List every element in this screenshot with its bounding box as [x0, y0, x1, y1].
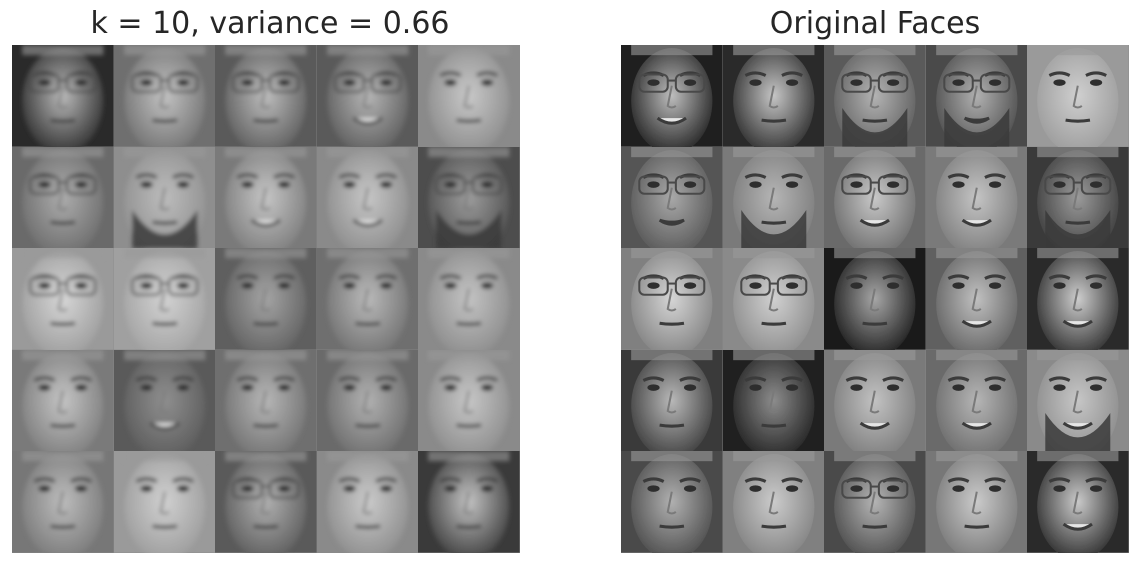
- original-faces-panel: Original Faces: [560, 0, 1139, 564]
- reconstructed-face-25: [418, 451, 520, 553]
- reconstructed-face-10: [418, 146, 520, 249]
- original-face-14: [925, 248, 1028, 350]
- original-face-2: [722, 45, 825, 147]
- original-face-6: [621, 146, 723, 249]
- reconstructed-face-14: [316, 248, 419, 350]
- original-face-22: [722, 451, 825, 553]
- reconstructed-face-9: [316, 146, 419, 249]
- original-face-12: [722, 248, 825, 350]
- reconstructed-face-1: [12, 45, 114, 147]
- reconstructed-face-23: [215, 451, 317, 553]
- reconstructed-face-7: [113, 146, 216, 249]
- reconstructed-panel-title: k = 10, variance = 0.66: [90, 6, 450, 41]
- reconstructed-face-16: [12, 349, 114, 452]
- original-face-21: [621, 451, 723, 553]
- original-face-25: [1027, 451, 1129, 553]
- original-face-16: [621, 349, 723, 452]
- reconstructed-face-17: [113, 349, 216, 452]
- reconstructed-face-5: [418, 45, 520, 147]
- original-face-3: [824, 45, 926, 147]
- original-face-11: [621, 248, 723, 350]
- original-face-7: [722, 146, 825, 249]
- original-face-15: [1027, 248, 1129, 350]
- original-faces-grid: [621, 45, 1129, 553]
- original-face-18: [824, 349, 926, 452]
- original-face-23: [824, 451, 926, 553]
- reconstructed-face-11: [12, 248, 114, 350]
- reconstructed-face-21: [12, 451, 114, 553]
- original-face-13: [824, 248, 926, 350]
- original-face-1: [621, 45, 723, 147]
- reconstructed-face-24: [316, 451, 419, 553]
- reconstructed-face-13: [215, 248, 317, 350]
- reconstructed-face-22: [113, 451, 216, 553]
- original-face-8: [824, 146, 926, 249]
- original-face-17: [722, 349, 825, 452]
- reconstructed-face-19: [316, 349, 419, 452]
- reconstructed-faces-panel: k = 10, variance = 0.66: [0, 0, 540, 564]
- reconstructed-face-2: [113, 45, 216, 147]
- reconstructed-face-18: [215, 349, 317, 452]
- original-face-10: [1027, 146, 1129, 249]
- original-face-9: [925, 146, 1028, 249]
- original-face-4: [925, 45, 1028, 147]
- original-panel-title: Original Faces: [769, 6, 981, 41]
- original-face-24: [925, 451, 1028, 553]
- reconstructed-faces-grid: [12, 45, 520, 553]
- reconstructed-face-12: [113, 248, 216, 350]
- reconstructed-face-3: [215, 45, 317, 147]
- original-face-20: [1027, 349, 1129, 452]
- reconstructed-face-6: [12, 146, 114, 249]
- reconstructed-face-15: [418, 248, 520, 350]
- original-face-5: [1027, 45, 1129, 147]
- reconstructed-face-20: [418, 349, 520, 452]
- original-face-19: [925, 349, 1028, 452]
- reconstructed-face-8: [215, 146, 317, 249]
- reconstructed-face-4: [316, 45, 419, 147]
